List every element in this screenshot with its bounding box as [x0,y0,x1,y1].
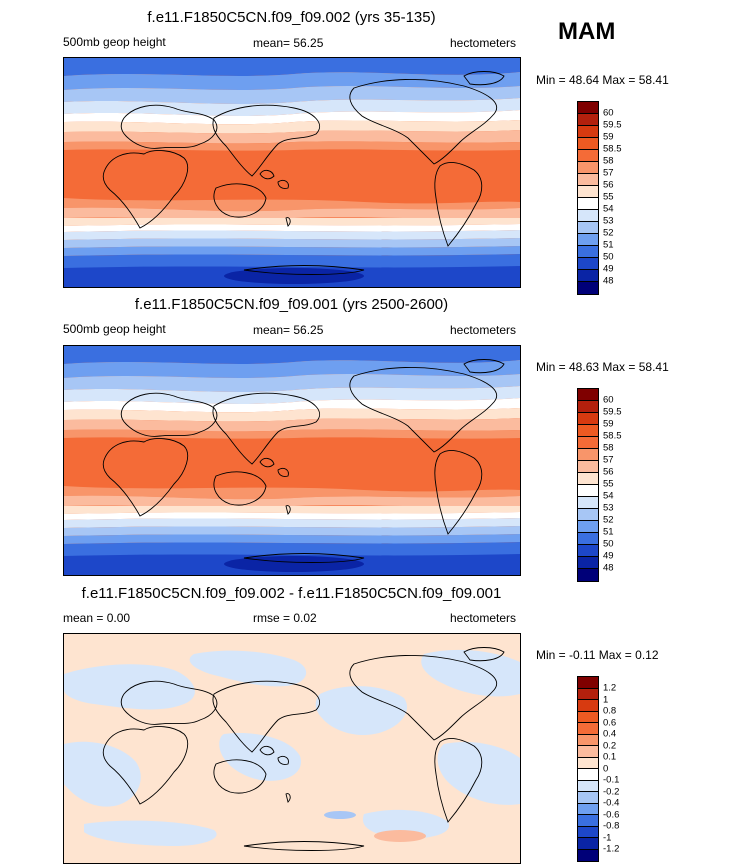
colorbar-tick: -0.1 [603,774,620,786]
panel-3-units-label: hectometers [450,611,517,625]
panel-3-title: f.e11.F1850C5CN.f09_f09.002 - f.e11.F185… [81,585,502,602]
panel-2-mean-label: mean= 56.25 [253,323,324,337]
panel-2-map [63,345,521,576]
colorbar-tick: 54 [603,490,614,502]
panel-1-mean-label: mean= 56.25 [253,36,324,50]
colorbar-tick: 48 [603,562,614,574]
north-polar-band [64,346,520,364]
colorbar-tick: 58 [603,442,614,454]
colorbar-tick: 59.5 [603,406,622,418]
colorbar-tick: 57 [603,454,614,466]
colorbar-tick: 51 [603,526,614,538]
colorbar-tick: 1.2 [603,682,617,694]
colorbar-tick: 53 [603,215,614,227]
colorbar-tick: 60 [603,394,614,406]
colorbar-tick: 59 [603,418,614,430]
colorbar-tick: 49 [603,550,614,562]
panel-1-minmax: Min = 48.64 Max = 58.41 [536,73,669,87]
colorbar-tick: 50 [603,538,614,550]
colorbar-tick: 59 [603,131,614,143]
colorbar-tick: -0.8 [603,820,620,832]
colorbar-tick: 58 [603,155,614,167]
panel-3-map [63,633,521,864]
panel-1-units-label: hectometers [450,36,517,50]
panel-1-map [63,57,521,288]
panel-3-colorbar [577,676,599,862]
colorbar-tick: 0.4 [603,728,617,740]
colorbar-tick: 50 [603,251,614,263]
colorbar-tick: 58.5 [603,143,622,155]
panel-2-title: f.e11.F1850C5CN.f09_f09.001 (yrs 2500-26… [134,296,449,313]
colorbar-tick: -0.4 [603,797,620,809]
colorbar-tick: 54 [603,203,614,215]
panel-3-minmax: Min = -0.11 Max = 0.12 [536,648,659,662]
colorbar-tick: -0.2 [603,786,620,797]
panel-1-title: f.e11.F1850C5CN.f09_f09.002 (yrs 35-135) [147,9,436,26]
panel-2-units-label: hectometers [450,323,517,337]
colorbar-tick: 55 [603,191,614,203]
panel-3-mean-label: mean = 0.00 [63,611,131,625]
panel-2-colorbar [577,388,599,582]
colorbar-tick: 0 [603,763,609,774]
panel-2-variable-label: 500mb geop height [63,322,166,336]
colorbar-tick: 60 [603,107,614,119]
season-label: MAM [558,18,616,45]
colorbar-tick: 48 [603,275,614,287]
colorbar-tick: 52 [603,227,614,239]
colorbar-tick: 0.6 [603,717,617,728]
colorbar-tick: 57 [603,167,614,179]
colorbar-tick: 58.5 [603,430,622,442]
colorbar-tick: 55 [603,478,614,490]
colorbar-tick: -1 [603,832,612,843]
colorbar-tick: 53 [603,502,614,514]
colorbar-tick: 56 [603,179,614,191]
panel-2-minmax: Min = 48.63 Max = 58.41 [536,360,669,374]
colorbar-tick: 0.1 [603,751,617,763]
colorbar-tick: 1 [603,694,609,705]
colorbar-tick: 56 [603,466,614,478]
colorbar-tick: 52 [603,514,614,526]
colorbar-tick: -1.2 [603,843,620,855]
colorbar-tick: 49 [603,263,614,275]
panel-3-rmse-label: rmse = 0.02 [253,611,317,625]
colorbar-tick: -0.6 [603,809,620,820]
colorbar-tick: 51 [603,239,614,251]
panel-1-colorbar [577,101,599,295]
colorbar-tick: 59.5 [603,119,622,131]
panel-1-variable-label: 500mb geop height [63,35,166,49]
north-polar-band [64,58,520,76]
colorbar-tick: 0.8 [603,705,617,717]
colorbar-tick: 0.2 [603,740,617,751]
